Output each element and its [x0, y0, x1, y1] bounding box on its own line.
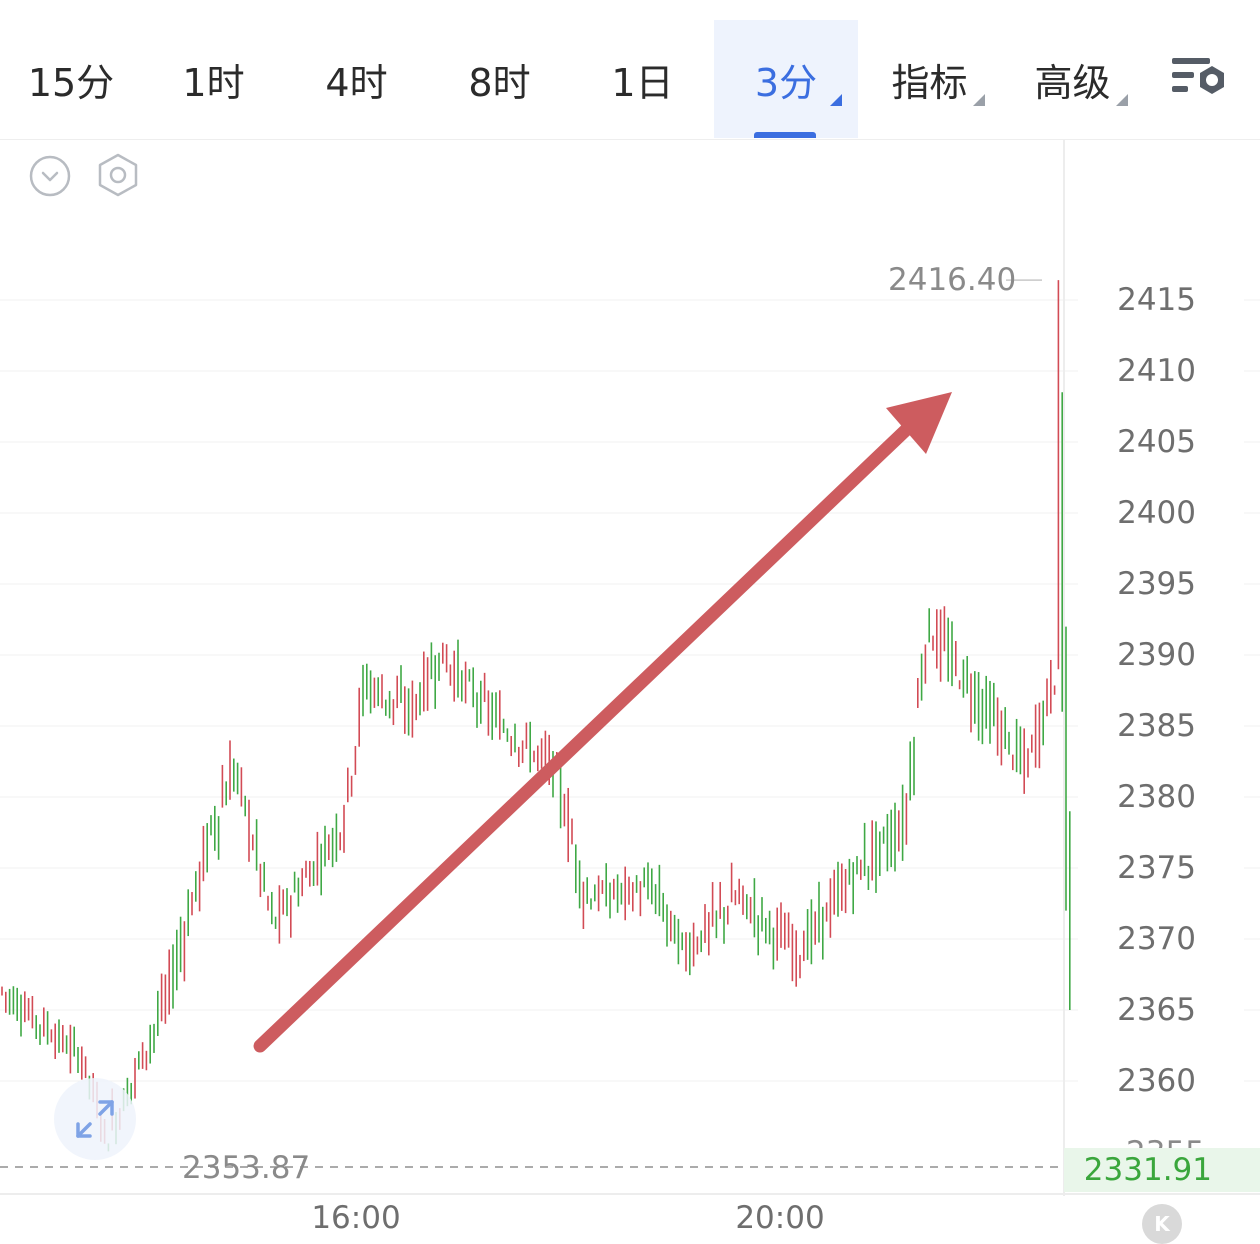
tab-label: 4时 [325, 60, 388, 105]
tab-label: 1日 [611, 60, 674, 105]
y-tick-label: 2390 [1117, 637, 1196, 673]
chevron-down-circle-icon[interactable] [26, 152, 74, 200]
interval-toolbar: 15分 1时 4时 8时 1日 3分 指标 高级 [0, 0, 1260, 140]
tab-label: 15分 [27, 60, 115, 105]
toolbar-divider [0, 139, 1260, 140]
tab-label: 高级 [1034, 60, 1111, 105]
y-tick-label: 2395 [1117, 566, 1196, 602]
tab-3min[interactable]: 3分 [714, 20, 858, 138]
y-tick-label: 2370 [1117, 921, 1196, 957]
y-tick-label: 2365 [1117, 992, 1196, 1028]
low-price-label: 2353.87 [182, 1150, 311, 1186]
y-tick-label: 2385 [1117, 708, 1196, 744]
tab-label: 1时 [182, 60, 245, 105]
trend-arrow-shaft [253, 421, 915, 1053]
tab-indicators[interactable]: 指标 [858, 20, 1001, 138]
y-tick-label: 2375 [1117, 850, 1196, 886]
chart-settings-icon[interactable] [1166, 52, 1236, 112]
tab-advanced[interactable]: 高级 [1001, 20, 1144, 138]
price-chart[interactable] [0, 140, 1260, 1236]
tab-1h[interactable]: 1时 [142, 20, 285, 138]
x-tick-label: 20:00 [735, 1200, 825, 1236]
last-price-tag: 2331.91 [1064, 1148, 1260, 1192]
y-tick-label: 2360 [1117, 1063, 1196, 1099]
hexagon-settings-icon[interactable] [94, 151, 142, 199]
dropdown-corner-icon [1116, 94, 1128, 106]
high-price-label: 2416.40 [888, 262, 1017, 298]
k-badge-icon[interactable]: K [1142, 1204, 1182, 1244]
tab-4h[interactable]: 4时 [285, 20, 428, 138]
expand-arrows-icon[interactable] [54, 1078, 136, 1160]
dropdown-corner-icon [830, 94, 842, 106]
y-tick-label: 2410 [1117, 353, 1196, 389]
dropdown-corner-icon [973, 94, 985, 106]
tab-15min[interactable]: 15分 [0, 20, 142, 138]
tab-1d[interactable]: 1日 [571, 20, 714, 138]
y-tick-label-clipped: 2355 [1126, 1138, 1205, 1148]
y-tick-label: 2380 [1117, 779, 1196, 815]
tab-label: 8时 [468, 60, 531, 105]
last-price-value: 2331.91 [1083, 1152, 1212, 1188]
x-tick-label: 16:00 [311, 1200, 401, 1236]
y-tick-label: 2405 [1117, 424, 1196, 460]
tab-8h[interactable]: 8时 [428, 20, 571, 138]
trend-arrow-head [886, 392, 952, 454]
active-tab-indicator [754, 132, 816, 138]
y-tick-label: 2400 [1117, 495, 1196, 531]
tab-label: 指标 [891, 60, 968, 105]
tab-label: 3分 [754, 60, 818, 105]
y-tick-label: 2415 [1117, 282, 1196, 318]
